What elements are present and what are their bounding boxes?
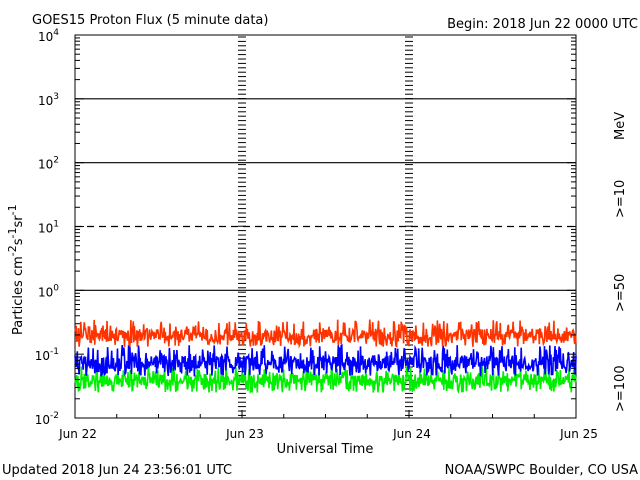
series-line <box>74 343 577 377</box>
y-tick-label: 101 <box>38 220 59 236</box>
legend-entry-gt10: >=10 <box>613 180 628 218</box>
updated-timestamp: Updated 2018 Jun 24 23:56:01 UTC <box>2 463 232 478</box>
credit: NOAA/SWPC Boulder, CO USA <box>445 463 638 478</box>
y-tick-label: 102 <box>38 156 59 172</box>
legend-entry-gt100: >=100 <box>613 365 628 412</box>
x-tick-label: Jun 23 <box>225 427 264 441</box>
legend-unit: MeV <box>613 112 628 140</box>
y-tick-label: 103 <box>38 92 59 108</box>
series-line <box>74 366 577 395</box>
threshold-lines <box>75 98 576 291</box>
series-line <box>74 319 577 349</box>
x-axis-ticks: Jun 22 Jun 23 Jun 24 Jun 25 <box>58 410 598 441</box>
x-tick-label: Jun 22 <box>58 427 97 441</box>
y-tick-label: 10-1 <box>35 347 59 363</box>
y-axis-ticks: 10-2 10-1 100 101 102 103 104 <box>35 28 576 427</box>
series-layer <box>74 319 577 395</box>
legend: MeV >=10 >=50 >=100 <box>613 112 628 412</box>
x-axis-label: Universal Time <box>277 442 374 457</box>
y-tick-label: 100 <box>38 283 59 299</box>
chart-title: GOES15 Proton Flux (5 minute data) <box>32 13 268 28</box>
x-tick-label: Jun 25 <box>559 427 598 441</box>
legend-entry-gt50: >=50 <box>613 274 628 312</box>
x-tick-label: Jun 24 <box>392 427 431 441</box>
y-tick-label: 10-2 <box>35 411 59 427</box>
begin-time: Begin: 2018 Jun 22 0000 UTC <box>447 17 638 32</box>
y-axis-label: Particles cm-2s-1sr-1 <box>6 204 26 335</box>
y-tick-label: 104 <box>38 28 59 44</box>
